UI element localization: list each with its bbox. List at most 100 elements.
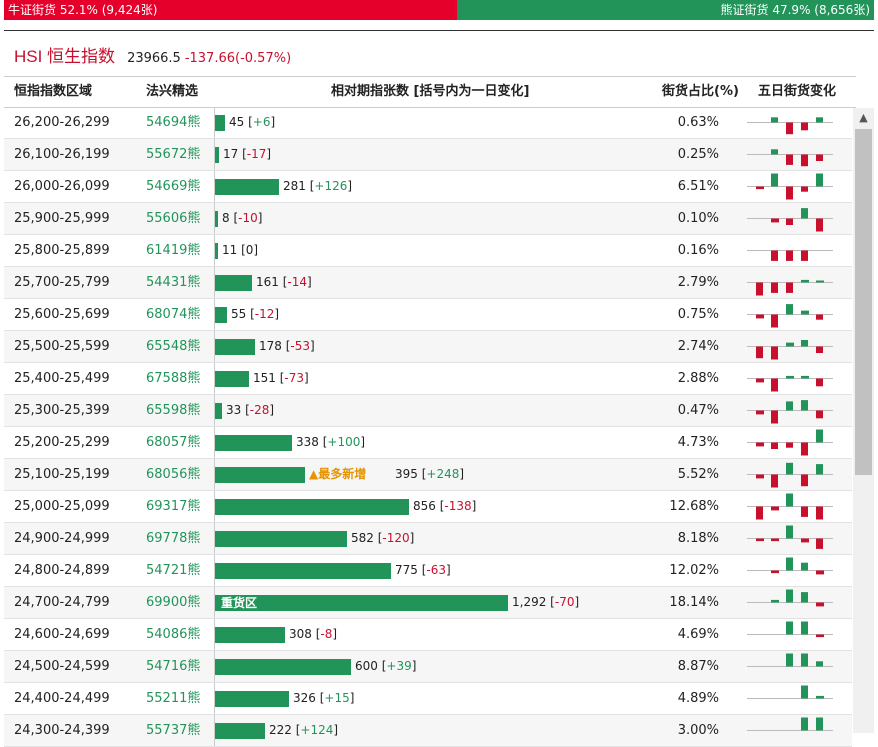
index-price: 23966.5 [127, 51, 181, 66]
row-range: 25,800-25,899 [14, 243, 110, 258]
spark-bar [756, 314, 764, 319]
daily-change: +124 [300, 723, 334, 737]
row-code-link[interactable]: 65598熊 [146, 403, 201, 418]
spark-bar [801, 562, 808, 571]
spark-bar [801, 208, 808, 219]
row-range: 24,300-24,399 [14, 723, 110, 738]
contracts-value: 45 [+6] [229, 115, 276, 129]
row-code-link[interactable]: 55606熊 [146, 211, 201, 226]
spark-bar [801, 538, 809, 543]
column-divider [214, 203, 215, 234]
contracts-value: 8 [-10] [222, 211, 263, 225]
outstanding-pct: 12.68% [669, 499, 719, 514]
daily-change: -12 [254, 307, 275, 321]
row-code-link[interactable]: 54086熊 [146, 627, 201, 642]
five-day-change-chart [747, 304, 833, 328]
outstanding-pct: 0.10% [677, 211, 719, 226]
spark-bar [786, 462, 793, 475]
contracts-count: 582 [351, 531, 374, 545]
spark-bar [816, 602, 824, 607]
spark-bar [786, 154, 793, 165]
row-code-link[interactable]: 68074熊 [146, 307, 201, 322]
five-day-change-chart [747, 621, 833, 638]
row-range: 24,900-24,999 [14, 531, 110, 546]
index-name[interactable]: HSI 恒生指数 [14, 47, 116, 66]
five-day-change-chart [747, 589, 833, 607]
row-code-link[interactable]: 67588熊 [146, 371, 201, 386]
row-range: 25,000-25,099 [14, 499, 110, 514]
row-range: 25,300-25,399 [14, 403, 110, 418]
contracts-count: 338 [296, 435, 319, 449]
outstanding-pct: 0.47% [677, 403, 719, 418]
contracts-bar [215, 115, 225, 131]
spark-bar [756, 538, 764, 542]
outstanding-pct: 18.14% [669, 595, 719, 610]
scroll-up-arrow-icon[interactable]: ▲ [859, 111, 868, 124]
row-code-link[interactable]: 61419熊 [146, 243, 201, 258]
contracts-count: 775 [395, 563, 418, 577]
five-day-change-chart [747, 149, 833, 167]
row-code-link[interactable]: 54694熊 [146, 115, 201, 130]
most-new-tag: ▲最多新增 [309, 467, 367, 481]
column-divider [214, 299, 215, 330]
spark-bar [786, 186, 793, 200]
index-change: -137.66(-0.57%) [184, 51, 292, 66]
five-day-change-chart [747, 653, 833, 667]
outstanding-pct: 8.18% [677, 531, 719, 546]
row-code-link[interactable]: 55211熊 [146, 691, 201, 706]
spark-bar [756, 186, 764, 190]
five-day-change-chart [747, 525, 833, 549]
row-code-link[interactable]: 69778熊 [146, 531, 201, 546]
contracts-bar [215, 499, 409, 515]
daily-change: -70 [554, 595, 575, 609]
table-row: 26,100-26,199 55672熊 17 [-17] 0.25% [4, 139, 852, 171]
contracts-bar [215, 723, 265, 739]
table-row: 25,000-25,099 69317熊 856 [-138] 12.68% [4, 491, 852, 523]
spark-bar [756, 282, 763, 296]
table-row: 24,400-24,499 55211熊 326 [+15] 4.89% [4, 683, 852, 715]
row-code-link[interactable]: 65548熊 [146, 339, 201, 354]
daily-change: +39 [386, 659, 412, 673]
contracts-count: 222 [269, 723, 292, 737]
contracts-count: 55 [231, 307, 247, 321]
contracts-bar [215, 371, 249, 387]
column-divider [214, 555, 215, 586]
contracts-bar [215, 147, 219, 163]
outstanding-pct: 12.02% [669, 563, 719, 578]
row-code-link[interactable]: 54431熊 [146, 275, 201, 290]
row-code-link[interactable]: 54669熊 [146, 179, 201, 194]
five-day-change-chart [747, 208, 833, 232]
contracts-count: 308 [289, 627, 312, 641]
row-code-link[interactable]: 69317熊 [146, 499, 201, 514]
scrollbar[interactable]: ▲ [853, 108, 874, 733]
outstanding-pct: 6.51% [677, 179, 719, 194]
outstanding-pct: 4.89% [677, 691, 719, 706]
scroll-thumb[interactable] [855, 129, 872, 475]
spark-bar [786, 653, 793, 667]
row-range: 26,000-26,099 [14, 179, 110, 194]
row-code-link[interactable]: 69900熊 [146, 595, 201, 610]
spark-bar [786, 621, 793, 635]
row-code-link[interactable]: 54716熊 [146, 659, 201, 674]
spark-bar [801, 717, 808, 731]
column-divider [214, 395, 215, 426]
row-code-link[interactable]: 68056熊 [146, 467, 201, 482]
contracts-count: 1,292 [512, 595, 547, 609]
spark-bar [801, 592, 808, 603]
row-code-link[interactable]: 54721熊 [146, 563, 201, 578]
table-row: 25,700-25,799 54431熊 161 [-14] 2.79% [4, 267, 852, 299]
daily-change: -73 [284, 371, 305, 385]
daily-change: -53 [290, 339, 311, 353]
row-code-link[interactable]: 55672熊 [146, 147, 201, 162]
spark-bar [756, 506, 763, 520]
column-divider [214, 523, 215, 554]
spark-bar [801, 474, 808, 487]
row-code-link[interactable]: 55737熊 [146, 723, 201, 738]
table-row: 25,600-25,699 68074熊 55 [-12] 0.75% [4, 299, 852, 331]
header-range: 恒指指数区域 [14, 84, 93, 99]
column-divider [214, 587, 215, 618]
row-code-link[interactable]: 68057熊 [146, 435, 201, 450]
contracts-value: 55 [-12] [231, 307, 280, 321]
spark-bar [816, 695, 824, 699]
column-divider [214, 491, 215, 522]
